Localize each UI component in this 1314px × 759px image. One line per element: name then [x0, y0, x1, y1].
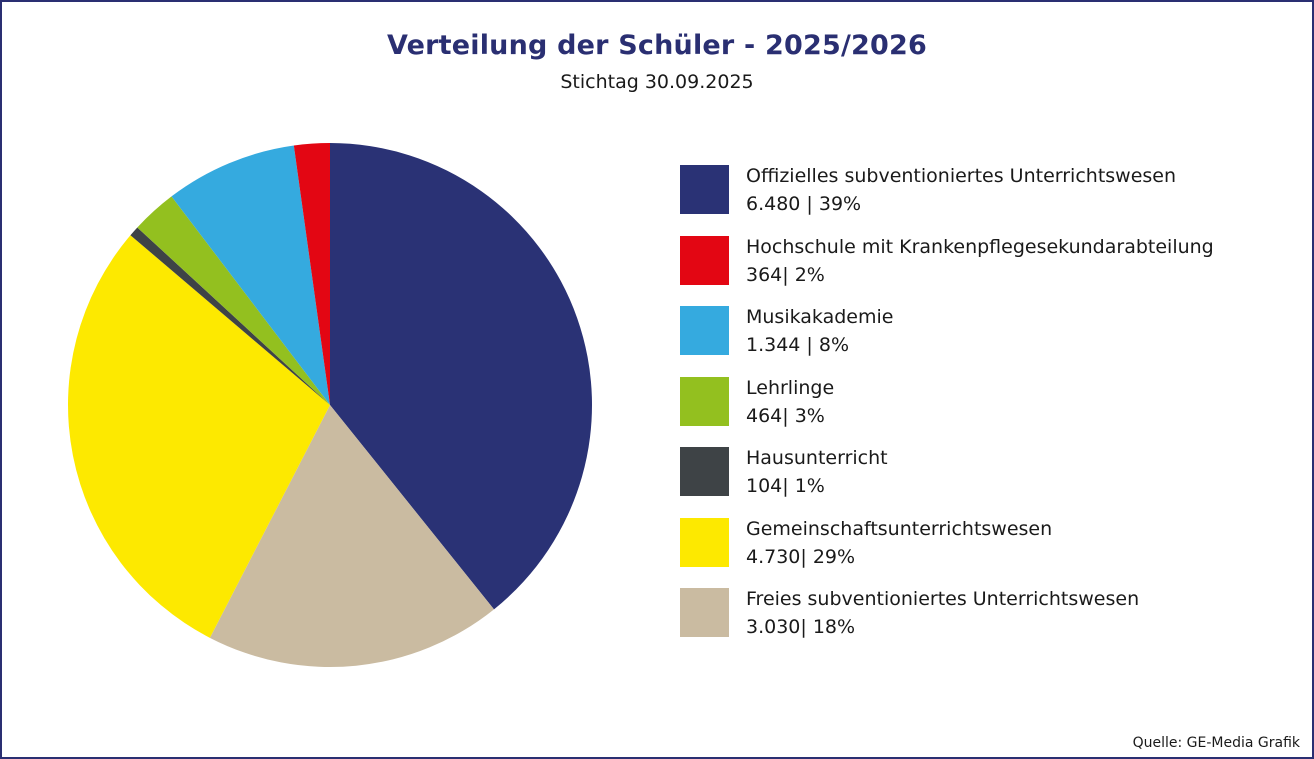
legend-label: Freies subventioniertes Unterrichtswesen: [746, 588, 1140, 610]
chart-subtitle: Stichtag 30.09.2025: [560, 71, 754, 93]
pie-slice-6: [293, 143, 330, 405]
source-note: Quelle: GE-Media Grafik: [1132, 735, 1300, 751]
legend-swatch: [680, 376, 729, 426]
legend-item: Hausunterricht 104| 1%: [680, 447, 1300, 503]
pie-slice-4: [137, 196, 330, 405]
legend-value: 6.480 | 39%: [746, 193, 862, 215]
legend-swatch: [680, 517, 729, 567]
legend-swatch: [680, 306, 729, 355]
legend-swatch: [680, 165, 729, 214]
pie-slice-1: [209, 405, 495, 667]
pie-slice-3: [130, 227, 330, 405]
legend-item: Freies subventioniertes Unterrichtswesen…: [680, 588, 1300, 644]
legend-label: Hausunterricht: [746, 447, 888, 469]
legend-label: Lehrlinge: [746, 376, 835, 399]
legend-value: 3.030| 18%: [746, 616, 856, 638]
legend-swatch: [680, 447, 729, 496]
legend-item: Lehrlinge 464| 3%: [680, 376, 1300, 433]
legend-item: Musikakademie 1.344 | 8%: [680, 306, 1300, 362]
legend-value: 464| 3%: [746, 404, 825, 427]
legend-swatch: [680, 588, 729, 637]
pie-slice-2: [68, 235, 331, 638]
legend-item: Hochschule mit Krankenpflegesekundarabte…: [680, 235, 1300, 292]
legend-swatch: [680, 235, 729, 285]
legend-value: 1.344 | 8%: [746, 334, 850, 356]
legend-value: 4.730| 29%: [746, 545, 856, 568]
legend-label: Gemeinschaftsunterrichtswesen: [746, 517, 1053, 540]
legend-label: Hochschule mit Krankenpflegesekundarabte…: [746, 235, 1214, 258]
pie-slice-5: [171, 145, 330, 406]
legend-item: Offizielles subventioniertes Unterrichts…: [680, 165, 1300, 221]
legend-value: 364| 2%: [746, 263, 825, 286]
legend-item: Gemeinschaftsunterrichtswesen 4.730| 29%: [680, 517, 1300, 574]
pie-slices: [68, 143, 593, 667]
legend-value: 104| 1%: [746, 475, 825, 497]
pie-slice-0: [330, 143, 593, 610]
chart-title: Verteilung der Schüler - 2025/2026: [386, 30, 928, 61]
legend-label: Musikakademie: [746, 306, 894, 328]
legend-label: Offizielles subventioniertes Unterrichts…: [746, 165, 1177, 187]
